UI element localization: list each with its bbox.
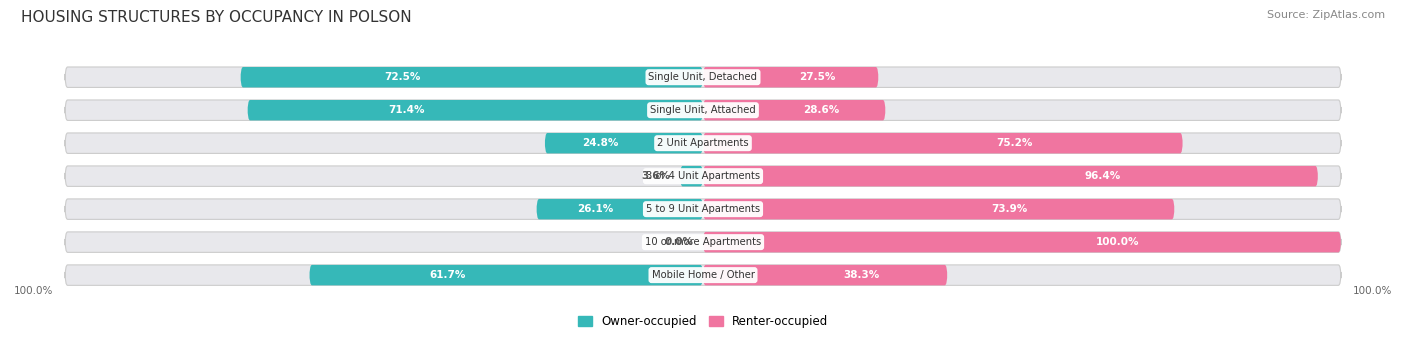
Text: 75.2%: 75.2% [997,138,1033,148]
Text: 71.4%: 71.4% [388,105,425,115]
FancyBboxPatch shape [681,166,703,187]
Text: 2 Unit Apartments: 2 Unit Apartments [657,138,749,148]
Text: 100.0%: 100.0% [1353,286,1392,296]
Text: 61.7%: 61.7% [429,270,465,280]
FancyBboxPatch shape [537,199,703,219]
Legend: Owner-occupied, Renter-occupied: Owner-occupied, Renter-occupied [572,310,834,333]
Text: 96.4%: 96.4% [1084,171,1121,181]
Text: HOUSING STRUCTURES BY OCCUPANCY IN POLSON: HOUSING STRUCTURES BY OCCUPANCY IN POLSO… [21,10,412,25]
Text: 26.1%: 26.1% [576,204,613,214]
Text: 73.9%: 73.9% [991,204,1028,214]
FancyBboxPatch shape [65,265,1341,285]
FancyBboxPatch shape [703,67,879,87]
Text: 27.5%: 27.5% [799,72,835,82]
FancyBboxPatch shape [247,100,703,120]
FancyBboxPatch shape [703,133,1182,153]
Text: 0.0%: 0.0% [665,237,693,247]
FancyBboxPatch shape [65,100,1341,120]
Text: Source: ZipAtlas.com: Source: ZipAtlas.com [1267,10,1385,20]
FancyBboxPatch shape [65,232,1341,252]
FancyBboxPatch shape [65,67,1341,87]
Text: 5 to 9 Unit Apartments: 5 to 9 Unit Apartments [645,204,761,214]
FancyBboxPatch shape [703,199,1174,219]
FancyBboxPatch shape [544,133,703,153]
Text: 24.8%: 24.8% [582,138,619,148]
FancyBboxPatch shape [65,166,1341,187]
FancyBboxPatch shape [703,100,886,120]
FancyBboxPatch shape [309,265,703,285]
Text: 72.5%: 72.5% [384,72,420,82]
Text: 10 or more Apartments: 10 or more Apartments [645,237,761,247]
FancyBboxPatch shape [703,232,1341,252]
Text: 3.6%: 3.6% [641,171,671,181]
Text: Single Unit, Attached: Single Unit, Attached [650,105,756,115]
Text: Single Unit, Detached: Single Unit, Detached [648,72,758,82]
FancyBboxPatch shape [65,133,1341,153]
FancyBboxPatch shape [65,199,1341,219]
Text: 28.6%: 28.6% [803,105,839,115]
Text: 38.3%: 38.3% [844,270,880,280]
Text: 100.0%: 100.0% [1095,237,1139,247]
Text: Mobile Home / Other: Mobile Home / Other [651,270,755,280]
Text: 100.0%: 100.0% [14,286,53,296]
FancyBboxPatch shape [703,166,1317,187]
Text: 3 or 4 Unit Apartments: 3 or 4 Unit Apartments [645,171,761,181]
FancyBboxPatch shape [703,265,948,285]
FancyBboxPatch shape [240,67,703,87]
